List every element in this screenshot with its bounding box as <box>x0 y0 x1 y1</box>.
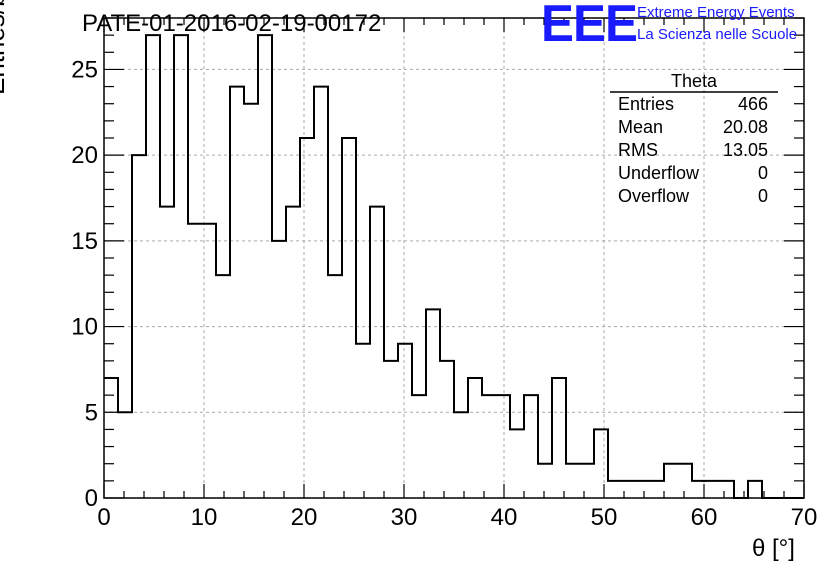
stats-row-underflow: Underflow 0 <box>610 162 778 185</box>
x-tick-label: 40 <box>491 504 518 531</box>
stats-label: RMS <box>618 140 658 160</box>
y-tick-label: 5 <box>85 399 98 426</box>
run-title: PATE-01-2016-02-19-00172 <box>82 10 382 37</box>
x-tick-label: 70 <box>791 504 818 531</box>
stats-label: Entries <box>618 94 675 114</box>
x-tick-label: 20 <box>291 504 318 531</box>
x-tick-label: 60 <box>691 504 718 531</box>
y-tick-label: 0 <box>85 485 98 512</box>
histogram-outline <box>104 34 804 499</box>
x-tick-label: 30 <box>391 504 418 531</box>
stats-value: 13.05 <box>722 140 768 160</box>
x-tick-label: 10 <box>191 504 218 531</box>
stats-value: 20.08 <box>722 117 768 137</box>
stats-row-entries: Entries 466 <box>610 93 778 116</box>
y-tick-label: 15 <box>71 228 98 255</box>
stats-value: 0 <box>757 186 768 206</box>
stats-value: 0 <box>757 163 768 183</box>
stats-box: Theta Entries 466 Mean 20.08 RMS 13.05 U… <box>610 70 778 208</box>
stats-row-rms: RMS 13.05 <box>610 139 778 162</box>
x-tick-label: 0 <box>97 504 110 531</box>
x-axis-label: θ [°] <box>752 535 795 562</box>
y-tick-label: 20 <box>71 142 98 169</box>
stats-label: Mean <box>618 117 664 137</box>
axis-ticks <box>103 17 805 499</box>
y-tick-label: 25 <box>71 56 98 83</box>
eee-logo: EEE <box>541 0 638 53</box>
y-tick-label: 10 <box>71 314 98 341</box>
stats-value: 466 <box>737 94 768 114</box>
y-axis-label: Entries/bin <box>0 0 10 95</box>
stats-label: Overflow <box>618 186 690 206</box>
tick-labels: 0 10 20 30 40 50 60 70 0 5 10 15 20 25 <box>71 56 817 531</box>
x-tick-label: 50 <box>591 504 618 531</box>
logo-line-2: La Scienza nelle Scuole <box>637 26 798 43</box>
stats-row-mean: Mean 20.08 <box>610 116 778 139</box>
logo-line-1: Extreme Energy Events <box>637 4 795 21</box>
stats-row-overflow: Overflow 0 <box>610 185 778 208</box>
stats-label: Underflow <box>618 163 700 183</box>
stats-title: Theta <box>670 71 718 91</box>
